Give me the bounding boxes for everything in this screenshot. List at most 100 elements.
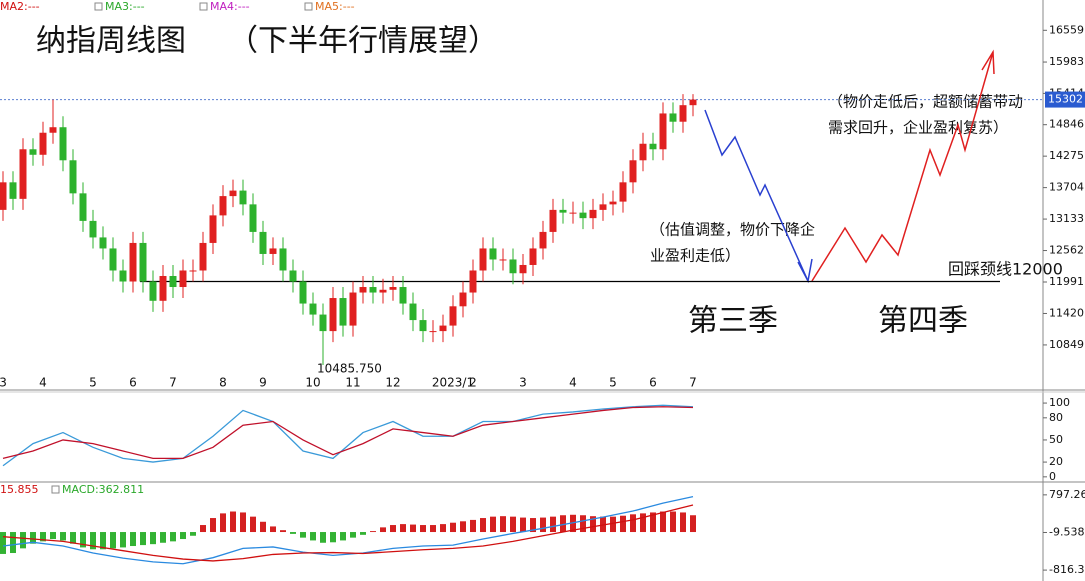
x-tick-label: 5: [89, 376, 97, 390]
histogram-bar: [10, 532, 16, 554]
candle-body: [359, 287, 367, 293]
x-tick-label: 6: [649, 376, 657, 390]
histogram-bar: [140, 532, 146, 546]
y-tick-label: 100: [1049, 396, 1070, 409]
current-price-box: [1045, 91, 1085, 108]
candle-body: [49, 127, 57, 133]
candle-body: [279, 248, 287, 271]
candle-body: [169, 275, 177, 288]
candle-body: [579, 212, 587, 219]
histogram-bar: [330, 532, 336, 543]
histogram-bar: [120, 532, 126, 548]
candle-body: [639, 143, 647, 161]
candle-body: [649, 143, 657, 150]
histogram-bar: [390, 525, 396, 533]
candle-body: [459, 292, 467, 307]
candle-body: [479, 248, 487, 271]
blank-box: [590, 336, 866, 362]
legend-label: 15.855: [0, 483, 39, 496]
annotation: 第三季: [688, 304, 778, 339]
candle-body: [429, 331, 437, 333]
x-tick-label: 10: [305, 376, 320, 390]
histogram-bar: [310, 532, 316, 541]
histogram-bar: [550, 516, 556, 533]
histogram-bar: [320, 532, 326, 543]
histogram-bar: [520, 517, 526, 533]
candle-body: [239, 190, 247, 205]
annotation: （物价走低后，超额储蓄带动: [828, 93, 1023, 111]
candle-body: [509, 259, 517, 274]
annotation: 业盈利走低）: [650, 247, 740, 265]
candle-body: [189, 270, 197, 272]
histogram-bar: [200, 525, 206, 533]
x-tick-label: 3: [0, 376, 7, 390]
histogram-bar: [510, 516, 516, 533]
legend-label: MA5:---: [315, 0, 355, 13]
candle-body: [69, 160, 77, 194]
candle-body: [619, 182, 627, 202]
histogram-bar: [430, 525, 436, 533]
histogram-bar: [160, 532, 166, 543]
histogram-bar: [670, 511, 676, 533]
histogram-bar: [300, 532, 306, 538]
histogram-bar: [380, 527, 386, 533]
candle-body: [129, 242, 137, 282]
x-tick-label: 8: [219, 376, 227, 390]
x-tick-label: 11: [345, 376, 360, 390]
histogram-bar: [560, 515, 566, 533]
candle-body: [199, 242, 207, 271]
histogram-bar: [490, 516, 496, 533]
candle-body: [689, 99, 697, 106]
histogram-bar: [690, 515, 696, 533]
candle-body: [659, 113, 667, 150]
histogram-bar: [470, 519, 476, 533]
chart-title: 纳指周线图: [36, 24, 186, 59]
legend-label: MA3:---: [105, 0, 145, 13]
candle-body: [499, 259, 507, 261]
histogram-bar: [180, 532, 186, 540]
y-tick-label: 80: [1049, 411, 1063, 424]
candle-body: [539, 231, 547, 249]
histogram-bar: [630, 514, 636, 533]
histogram-bar: [420, 525, 426, 533]
candle-body: [89, 220, 97, 238]
annotation: 需求回升，企业盈利复苏）: [828, 119, 1008, 137]
annotation: 第四季: [878, 304, 968, 339]
candle-body: [609, 201, 617, 205]
candle-body: [29, 149, 37, 155]
line-series: [2, 406, 694, 460]
candle-body: [419, 320, 427, 332]
x-tick-label: 4: [39, 376, 47, 390]
legend-checkbox: [304, 2, 313, 11]
y-tick-label: 10849: [1049, 338, 1084, 351]
legend-label: MA2:---: [0, 0, 40, 13]
candle-body: [329, 298, 337, 332]
histogram-bar: [270, 526, 276, 533]
histogram-bar: [370, 531, 376, 533]
y-tick-label: 0: [1049, 470, 1056, 483]
legend-checkbox: [199, 2, 208, 11]
histogram-bar: [450, 522, 456, 533]
x-tick-label: 7: [689, 376, 697, 390]
histogram-bar: [540, 517, 546, 533]
y-tick-label: 12562: [1049, 244, 1084, 257]
histogram-bar: [600, 516, 606, 533]
candle-body: [299, 281, 307, 304]
histogram-bar: [50, 532, 56, 540]
y-tick-label: 20: [1049, 455, 1063, 468]
candle-body: [339, 298, 347, 326]
chart-subtitle: （下半年行情展望）: [228, 24, 498, 59]
candle-body: [569, 212, 577, 214]
candle-body: [249, 204, 257, 232]
candle-body: [529, 248, 537, 265]
arrow-head: [981, 49, 995, 75]
y-tick-label: -816.3: [1049, 563, 1084, 576]
histogram-bar: [280, 530, 286, 533]
histogram-bar: [400, 524, 406, 533]
candle-body: [629, 160, 637, 183]
candle-body: [489, 248, 497, 260]
candle-body: [599, 204, 607, 210]
histogram-bar: [340, 532, 346, 541]
candle-body: [19, 149, 27, 199]
